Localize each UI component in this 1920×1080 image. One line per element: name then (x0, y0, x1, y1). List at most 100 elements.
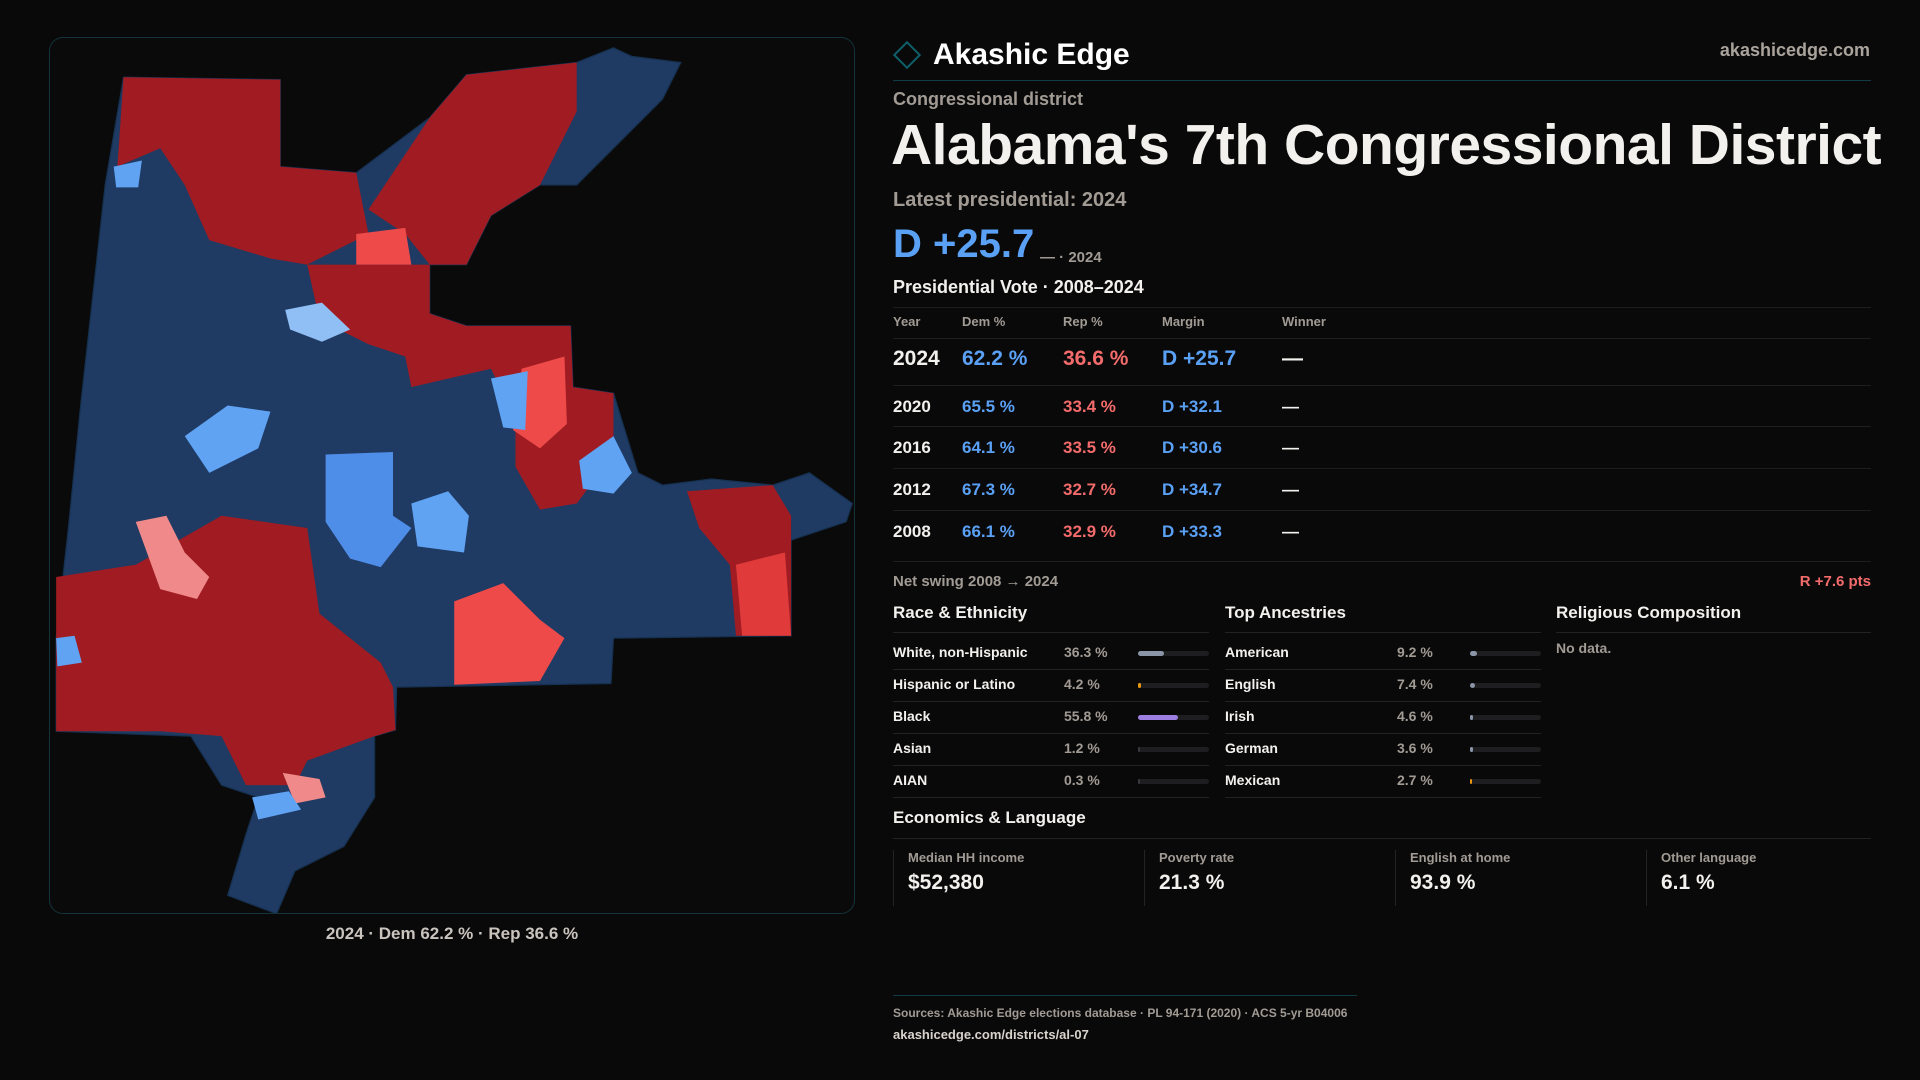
region-r-south (454, 583, 565, 685)
brand-url-link[interactable]: akashicedge.com (1719, 40, 1870, 60)
ancestry-bar (1470, 683, 1541, 688)
vote-dem: 65.5 % (962, 397, 1015, 416)
page-title: Alabama's 7th Congressional District (891, 113, 1882, 177)
page-kicker: Congressional district (893, 89, 1084, 109)
precinct-map (55, 47, 854, 913)
footer-sources: Sources: Akashic Edge elections database… (893, 1006, 1348, 1020)
ancestry-bar (1470, 715, 1541, 720)
vote-dem: 64.1 % (962, 438, 1015, 457)
region-d-lean-9 (113, 160, 142, 188)
region-r-central (307, 264, 614, 510)
ancestry-value: 2.7 % (1397, 772, 1433, 788)
race-bar-fill (1138, 747, 1141, 752)
econ-stat-label: Median HH income (908, 850, 1025, 865)
vote-dem: 67.3 % (962, 480, 1015, 499)
econ-stat-value: 6.1 % (1661, 871, 1715, 894)
ancestry-value: 7.4 % (1397, 676, 1433, 692)
vote-rep: 32.7 % (1063, 480, 1116, 499)
latest-margin-note: — · 2024 (1040, 249, 1102, 266)
vote-winner: — (1282, 397, 1299, 416)
region-r-northwest (117, 77, 369, 265)
col-margin: Margin (1162, 314, 1205, 329)
ancestry-value: 9.2 % (1397, 644, 1433, 660)
race-bar (1138, 715, 1209, 720)
region-r-tilt-south (282, 772, 326, 804)
col-dem: Dem % (962, 314, 1006, 329)
race-label: Hispanic or Latino (893, 676, 1016, 692)
econ-stat: Poverty rate 21.3 % (1144, 850, 1234, 906)
net-swing-value: R +7.6 pts (1799, 573, 1871, 590)
region-d-lean-8 (252, 791, 302, 820)
race-label: Black (893, 708, 931, 724)
ancestry-value: 4.6 % (1397, 708, 1433, 724)
race-label: Asian (893, 740, 932, 756)
region-d-lean-2 (325, 452, 412, 568)
vote-margin: D +33.3 (1162, 522, 1223, 541)
econ-stat: English at home 93.9 % (1395, 850, 1510, 906)
race-bar (1138, 683, 1209, 688)
ancestry-bar (1470, 651, 1541, 656)
vote-year: 2012 (893, 480, 931, 499)
vote-winner: — (1282, 480, 1299, 499)
divider (1225, 701, 1541, 702)
race-label: White, non-Hispanic (893, 644, 1028, 660)
divider (1225, 632, 1541, 633)
race-value: 0.3 % (1064, 772, 1100, 788)
vote-year: 2020 (893, 397, 931, 416)
vote-rep: 33.4 % (1063, 397, 1116, 416)
divider (893, 838, 1871, 839)
vote-table-title: Presidential Vote · 2008–2024 (893, 277, 1144, 297)
race-bar-fill (1138, 651, 1164, 656)
vote-margin: D +32.1 (1162, 397, 1223, 416)
ancestry-label: German (1225, 740, 1278, 756)
footer-link[interactable]: akashicedge.com/districts/al-07 (893, 1027, 1089, 1042)
econ-stat-label: Other language (1661, 850, 1757, 865)
divider (893, 385, 1871, 386)
divider (1225, 765, 1541, 766)
ancestry-bar-fill (1470, 747, 1473, 752)
divider (893, 701, 1209, 702)
race-value: 4.2 % (1064, 676, 1100, 692)
divider (893, 510, 1871, 511)
race-bar-fill (1138, 683, 1141, 688)
region-d-lean-7 (56, 635, 82, 667)
region-d-lean-5 (579, 436, 632, 494)
ancestry-bar-fill (1470, 683, 1476, 688)
vote-rep: 32.9 % (1063, 522, 1116, 541)
vote-year: 2016 (893, 438, 931, 457)
divider (893, 669, 1209, 670)
district-map[interactable] (49, 37, 855, 914)
religion-title: Religious Composition (1556, 603, 1742, 622)
vote-winner: — (1282, 347, 1303, 370)
divider (1225, 797, 1541, 798)
region-r-tilt (135, 515, 210, 599)
ancestry-value: 3.6 % (1397, 740, 1433, 756)
econ-title: Economics & Language (893, 808, 1086, 827)
ancestry-bar-fill (1470, 715, 1474, 720)
race-value: 55.8 % (1064, 708, 1108, 724)
divider (893, 797, 1209, 798)
vote-year: 2008 (893, 522, 931, 541)
vote-margin: D +34.7 (1162, 480, 1223, 499)
race-bar-fill (1138, 779, 1141, 784)
econ-stat-label: English at home (1410, 850, 1511, 865)
race-bar (1138, 779, 1209, 784)
ancestry-bar (1470, 747, 1541, 752)
race-bar-fill (1138, 715, 1178, 720)
brand-logo[interactable]: Akashic Edge (892, 38, 1130, 72)
footer-divider (893, 995, 1357, 996)
ancestry-label: Irish (1225, 708, 1255, 724)
divider (893, 733, 1209, 734)
ancestry-bar (1470, 779, 1541, 784)
race-label: AIAN (893, 772, 928, 788)
econ-stat-label: Poverty rate (1159, 850, 1235, 865)
latest-margin: D +25.7 (893, 222, 1035, 266)
vote-margin: D +25.7 (1162, 347, 1237, 370)
ancestry-title: Top Ancestries (1225, 603, 1346, 622)
vote-rep: 36.6 % (1063, 347, 1129, 370)
vote-year: 2024 (893, 347, 940, 370)
col-year: Year (893, 314, 921, 329)
diamond-logo-icon (892, 40, 922, 70)
vote-margin: D +30.6 (1162, 438, 1223, 457)
region-r-lean-north (356, 227, 412, 265)
